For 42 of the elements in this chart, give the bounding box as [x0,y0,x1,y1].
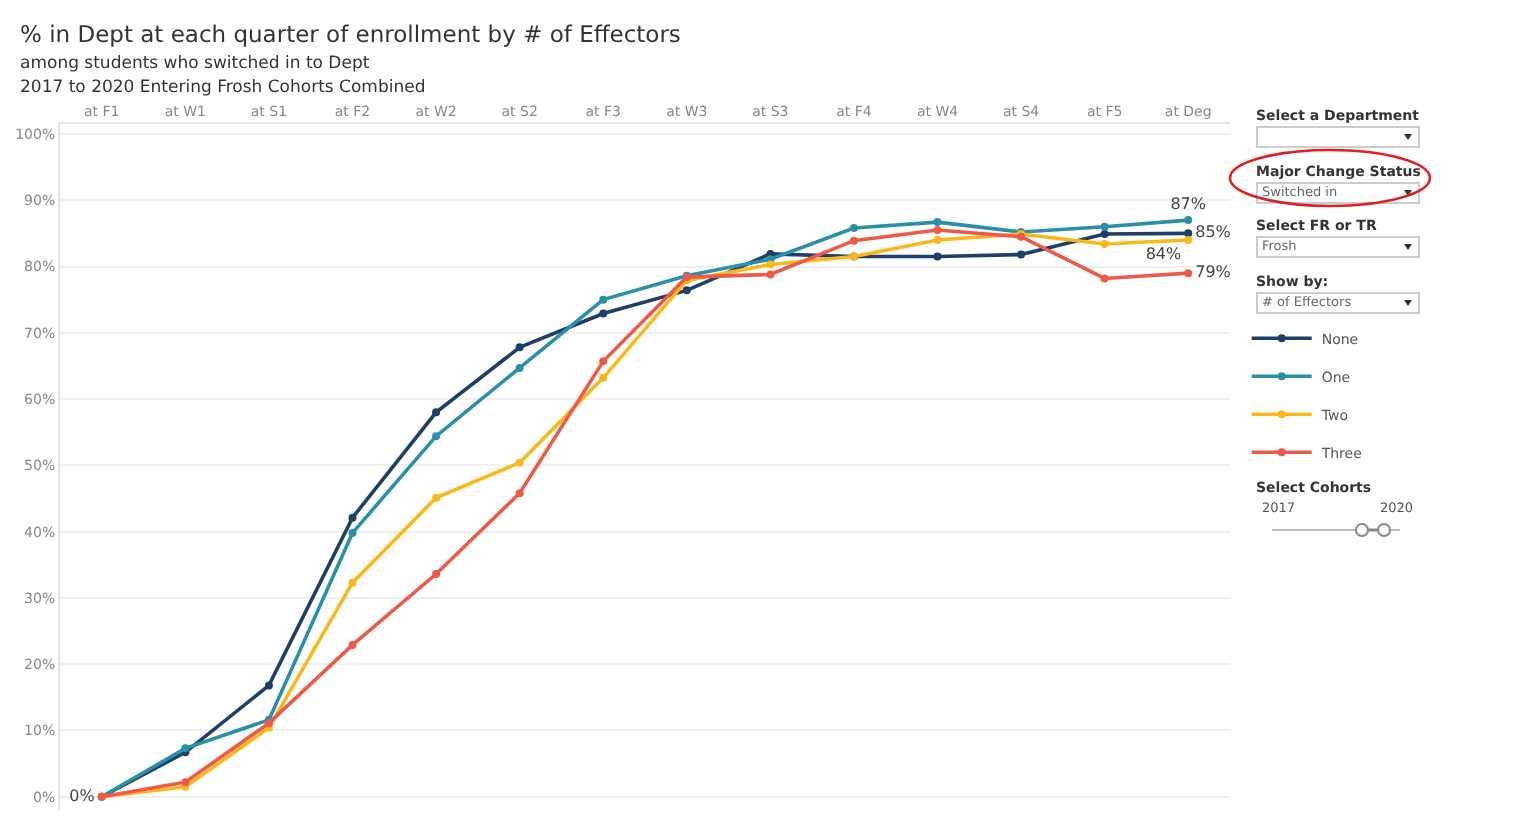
point [432,432,441,441]
point [1184,229,1193,238]
point [849,224,858,233]
point [1100,230,1109,239]
data-label: 79% [1195,263,1232,282]
point [682,286,691,295]
point [933,218,942,227]
data-label: 0% [69,786,96,805]
point [515,489,524,498]
point [933,236,942,244]
point [1017,250,1026,259]
point [766,270,775,279]
point [766,260,775,269]
point [1184,216,1193,225]
point [515,363,524,372]
chart-subtitle: among students who switched in to Dept 2017 to 2020 Entering Frosh Cohorts Combined [20,54,426,98]
point [933,226,942,235]
point [432,408,441,417]
point [599,309,608,318]
data-label: 85% [1195,223,1232,242]
point [599,373,608,382]
chart-title: % in Dept at each quarter of enrollment by # of Effectors [20,20,681,48]
point [348,640,357,649]
point [515,458,524,467]
point [515,343,524,352]
point [933,252,942,261]
point [1100,222,1109,231]
point [348,513,357,522]
point [599,357,608,366]
point [599,295,608,304]
point [1184,269,1193,278]
point [264,681,273,690]
point [348,528,357,537]
point [348,578,357,587]
data-label: 87% [1170,195,1207,214]
point [849,236,858,245]
point [1100,239,1109,248]
point [1100,274,1109,283]
point [1184,236,1193,244]
data-label: 84% [1145,245,1183,263]
point [432,493,441,502]
point [432,570,441,579]
